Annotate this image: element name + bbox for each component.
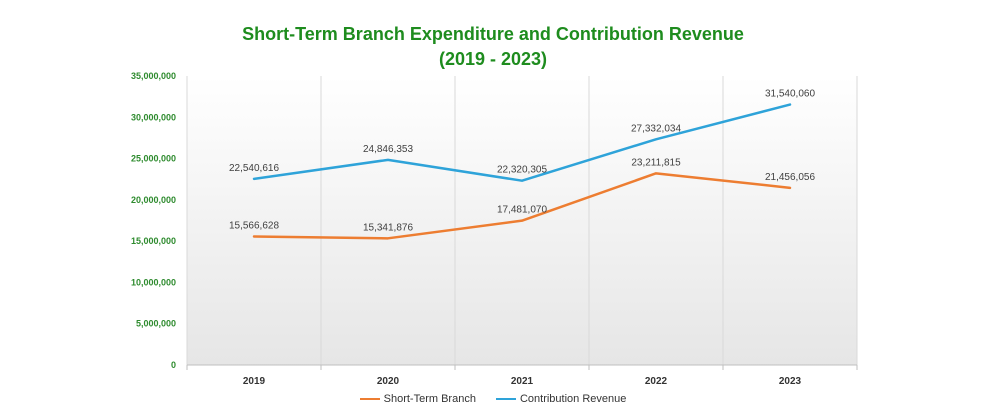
y-tick-label: 10,000,000 <box>131 277 176 287</box>
legend: Short-Term Branch Contribution Revenue <box>0 393 986 405</box>
y-tick-label: 0 <box>171 360 176 370</box>
data-label-contribution-revenue: 22,320,305 <box>497 165 547 176</box>
data-label-contribution-revenue: 31,540,060 <box>765 89 815 100</box>
legend-label-short-term-branch: Short-Term Branch <box>383 393 476 405</box>
chart-subtitle: (2019 - 2023) <box>438 49 548 69</box>
legend-item-contribution-revenue: Contribution Revenue <box>495 393 627 405</box>
legend-label-contribution-revenue: Contribution Revenue <box>519 393 627 405</box>
y-tick-label: 30,000,000 <box>131 112 176 122</box>
series-line-contribution-revenue <box>252 103 792 182</box>
legend-item-short-term-branch: Short-Term Branch <box>359 393 476 405</box>
data-label-short-term-branch: 17,481,070 <box>497 205 547 216</box>
data-label-short-term-branch: 15,341,876 <box>363 222 413 233</box>
y-tick-label: 20,000,000 <box>131 195 176 205</box>
legend-swatch-short-term-branch <box>359 398 380 400</box>
series-line-short-term-branch <box>252 172 792 240</box>
y-tick-label: 15,000,000 <box>131 236 176 246</box>
data-label-short-term-branch: 23,211,815 <box>631 157 681 168</box>
data-label-short-term-branch: 21,456,056 <box>765 172 815 183</box>
data-label-short-term-branch: 15,566,628 <box>229 220 279 231</box>
y-tick-label: 25,000,000 <box>131 154 176 164</box>
chart-title: Short-Term Branch Expenditure and Contri… <box>242 24 744 44</box>
y-tick-label: 35,000,000 <box>131 71 176 81</box>
x-tick-label: 2022 <box>645 376 668 387</box>
legend-swatch-contribution-revenue <box>495 398 516 400</box>
data-label-contribution-revenue: 22,540,616 <box>229 163 279 174</box>
x-tick-label: 2021 <box>511 376 534 387</box>
y-tick-label: 5,000,000 <box>136 319 176 329</box>
x-tick-label: 2019 <box>243 376 266 387</box>
x-tick-label: 2023 <box>779 376 802 387</box>
data-label-contribution-revenue: 24,846,353 <box>363 144 413 155</box>
x-tick-label: 2020 <box>377 376 400 387</box>
data-label-contribution-revenue: 27,332,034 <box>631 123 681 134</box>
